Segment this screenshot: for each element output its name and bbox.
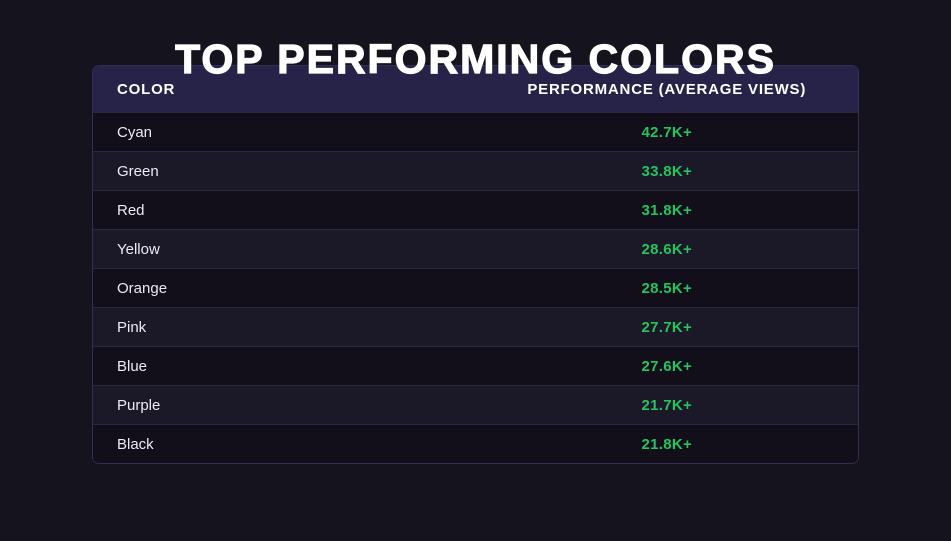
table-row: Cyan 42.7K+ <box>93 112 858 151</box>
performance-cell: 21.8K+ <box>641 435 693 453</box>
table-row: Yellow 28.6K+ <box>93 229 858 268</box>
page-title: TOP PERFORMING COLORS <box>174 35 776 82</box>
color-cell: Purple <box>117 396 161 414</box>
performance-cell: 31.8K+ <box>641 201 693 219</box>
color-cell: Green <box>117 162 159 180</box>
table-row: Purple 21.7K+ <box>93 385 858 424</box>
color-cell: Pink <box>117 318 147 336</box>
table-body: Cyan 42.7K+ Green 33.8K+ Red 31.8K+ Yell… <box>93 112 858 463</box>
table-row: Green 33.8K+ <box>93 151 858 190</box>
performance-cell: 28.5K+ <box>641 279 693 297</box>
color-cell: Cyan <box>117 123 153 141</box>
performance-cell: 33.8K+ <box>641 162 693 180</box>
table-row: Red 31.8K+ <box>93 190 858 229</box>
performance-cell: 27.6K+ <box>641 357 693 375</box>
performance-cell: 28.6K+ <box>641 240 693 258</box>
table-row: Blue 27.6K+ <box>93 346 858 385</box>
performance-cell: 21.7K+ <box>641 396 693 414</box>
table-row: Pink 27.7K+ <box>93 307 858 346</box>
color-cell: Red <box>117 201 145 219</box>
column-header-color: COLOR <box>117 80 176 98</box>
table-row: Black 21.8K+ <box>93 424 858 463</box>
color-cell: Orange <box>117 279 168 297</box>
table-row: Orange 28.5K+ <box>93 268 858 307</box>
performance-table: COLOR PERFORMANCE (AVERAGE VIEWS) Cyan 4… <box>92 65 859 464</box>
column-header-performance: PERFORMANCE (AVERAGE VIEWS) <box>527 80 807 98</box>
color-cell: Black <box>117 435 154 453</box>
performance-cell: 27.7K+ <box>641 318 693 336</box>
color-cell: Blue <box>117 357 148 375</box>
table-header-row: COLOR PERFORMANCE (AVERAGE VIEWS) <box>93 66 858 112</box>
color-cell: Yellow <box>117 240 160 258</box>
performance-cell: 42.7K+ <box>641 123 693 141</box>
